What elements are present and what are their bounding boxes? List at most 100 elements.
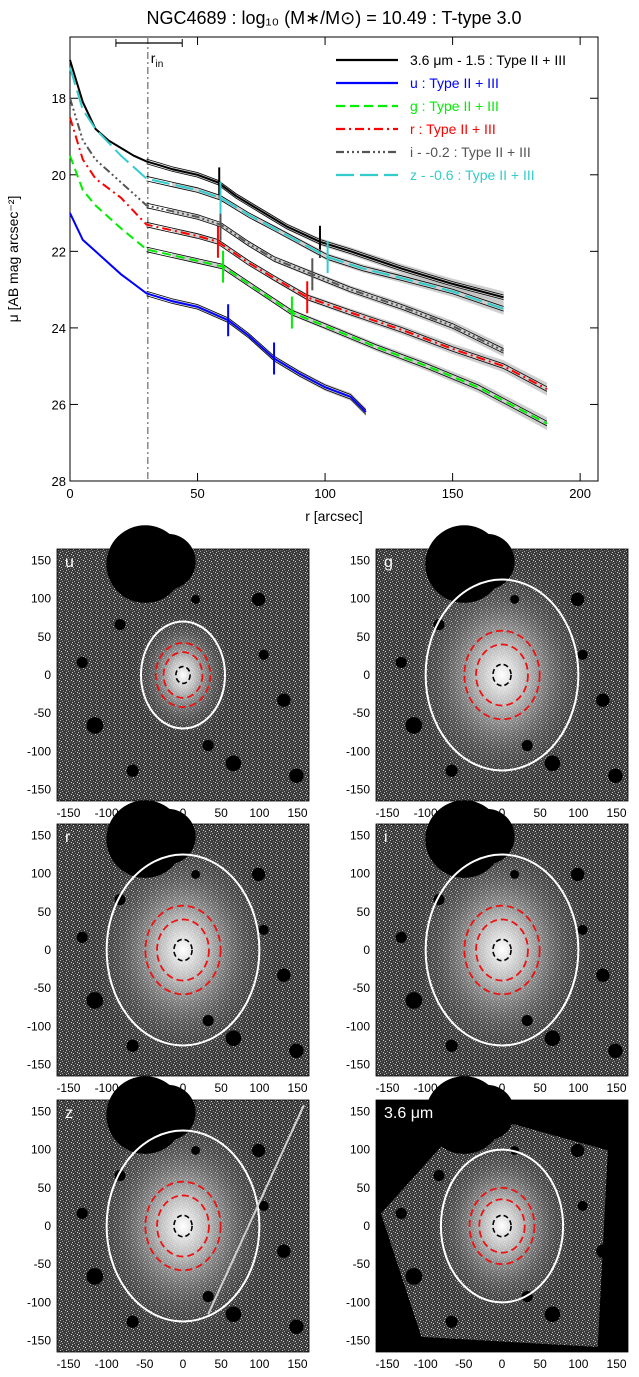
panel-y-tick-label: -150 — [346, 783, 370, 797]
panel-x-tick-label: 0 — [180, 1357, 187, 1371]
mask-blob — [570, 1143, 585, 1158]
mask-blob — [76, 1207, 88, 1219]
mask-blob — [126, 1039, 139, 1052]
mask-blob — [577, 924, 588, 935]
mask-blob — [86, 992, 104, 1009]
panel-y-tick-label: -150 — [346, 1058, 370, 1072]
panel-y-tick-label: 50 — [357, 630, 371, 644]
panel-x-tick-label: 100 — [568, 1357, 588, 1371]
galaxy-glow — [402, 825, 602, 1075]
mask-blob — [577, 649, 588, 660]
panel-x-tick-label: 150 — [607, 1081, 627, 1095]
mask-blob — [445, 1315, 458, 1328]
panel-frame — [56, 823, 310, 1077]
mask-blob — [258, 649, 269, 660]
panel-x-tick-label: -100 — [414, 806, 438, 820]
panel-y-tick-label: 150 — [31, 828, 51, 842]
outer-ellipse — [105, 853, 261, 1047]
panel-frame — [56, 1099, 310, 1353]
series-model-fit — [146, 180, 504, 312]
mask-blob — [608, 1319, 623, 1335]
mask-blob — [202, 740, 214, 752]
mask-blob — [126, 764, 139, 777]
panel-y-tick-label: 0 — [363, 668, 370, 682]
panel-y-tick-label: 100 — [350, 1143, 370, 1157]
mask-blob — [191, 869, 201, 879]
series-line-1 — [69, 212, 367, 413]
image-panel-0: u-150-100-50050100150150100500-50-100-15… — [27, 525, 310, 820]
x-axis-label: r [arcsec] — [305, 508, 363, 524]
black-ellipse — [175, 665, 191, 685]
series-error-band — [172, 228, 547, 396]
y-tick-label: 28 — [52, 474, 66, 489]
mask-blob — [445, 1039, 458, 1052]
panel-x-tick-label: 100 — [249, 806, 269, 820]
mask-blob — [289, 768, 304, 784]
panel-y-tick-label: 0 — [44, 668, 51, 682]
image-panel-5: 3.6 μm -150 -100 -50 0 50 100 150 150 100 50 0 -50 -1… — [346, 1076, 629, 1371]
panel-y-tick-label: -100 — [27, 1019, 51, 1033]
band-label: 3.6 μm — [384, 1105, 433, 1122]
panel-x-tick-label: 150 — [607, 806, 627, 820]
band-label: r — [65, 829, 71, 846]
series-error-band — [172, 209, 504, 357]
x-tick-label: 0 — [66, 486, 73, 501]
mask-blob — [191, 594, 201, 604]
series-model-fit — [146, 226, 548, 392]
mask-blob — [405, 992, 423, 1009]
panel-x-tick-label: 50 — [215, 1357, 229, 1371]
mask-blob — [544, 755, 561, 771]
panel-y-tick-label: 150 — [350, 553, 370, 567]
mask-blob — [258, 924, 269, 935]
red-ellipse-inner — [156, 1194, 210, 1258]
red-ellipse-outer — [463, 629, 541, 721]
panel-x-tick-label: -50 — [136, 1357, 154, 1371]
panel-x-tick-label: 50 — [534, 1357, 548, 1371]
black-ellipse — [492, 663, 512, 687]
panel-frame — [375, 823, 629, 1077]
panel-y-tick-label: 0 — [44, 1219, 51, 1233]
red-ellipse-inner — [475, 643, 529, 707]
panel-x-tick-label: 100 — [249, 1081, 269, 1095]
mask-blob — [521, 740, 533, 752]
panel-frame — [375, 1099, 629, 1353]
mask-blob — [251, 867, 266, 882]
mask-blob — [510, 594, 520, 604]
panel-y-tick-label: -50 — [34, 706, 52, 720]
panel-y-tick-label: -50 — [34, 981, 52, 995]
image-panel-3: i-150-100-50050100150150100500-50-100-15… — [346, 800, 629, 1095]
red-ellipse-inner — [478, 1198, 526, 1254]
legend-label: r : Type II + III — [410, 121, 496, 137]
mask-blob — [140, 1084, 196, 1141]
panel-y-tick-label: 150 — [31, 553, 51, 567]
panel-y-tick-label: 100 — [31, 592, 51, 606]
panel-x-tick-label: -50 — [455, 1357, 473, 1371]
outer-ellipse — [424, 853, 580, 1047]
mask-blob — [510, 869, 520, 879]
mask-blob — [225, 1306, 242, 1322]
series-model-fit — [146, 221, 548, 388]
x-tick-label: 50 — [190, 486, 204, 501]
mask-blob — [395, 1207, 407, 1219]
panel-x-tick-label: 50 — [215, 1081, 229, 1095]
mask-blob — [577, 1200, 588, 1211]
panel-x-tick-label: -150 — [375, 1357, 399, 1371]
mask-blob — [86, 717, 104, 734]
mask-blob — [202, 1291, 214, 1303]
panel-y-tick-label: 50 — [357, 905, 371, 919]
mask-blob — [277, 1244, 291, 1258]
x-tick-label: 200 — [569, 486, 591, 501]
mask-blob — [596, 1244, 610, 1258]
panel-x-tick-label: 0 — [180, 1081, 187, 1095]
panel-x-tick-label: -100 — [95, 1357, 119, 1371]
black-ellipse — [492, 1214, 512, 1238]
mask-blob — [459, 808, 515, 865]
red-ellipse-outer — [144, 1180, 222, 1272]
series-model-fit — [146, 295, 367, 415]
outer-ellipse — [105, 1129, 261, 1323]
panel-x-tick-label: 0 — [499, 806, 506, 820]
galaxy-glow — [128, 605, 238, 745]
band-label: u — [65, 554, 74, 571]
legend-label: g : Type II + III — [410, 98, 499, 114]
